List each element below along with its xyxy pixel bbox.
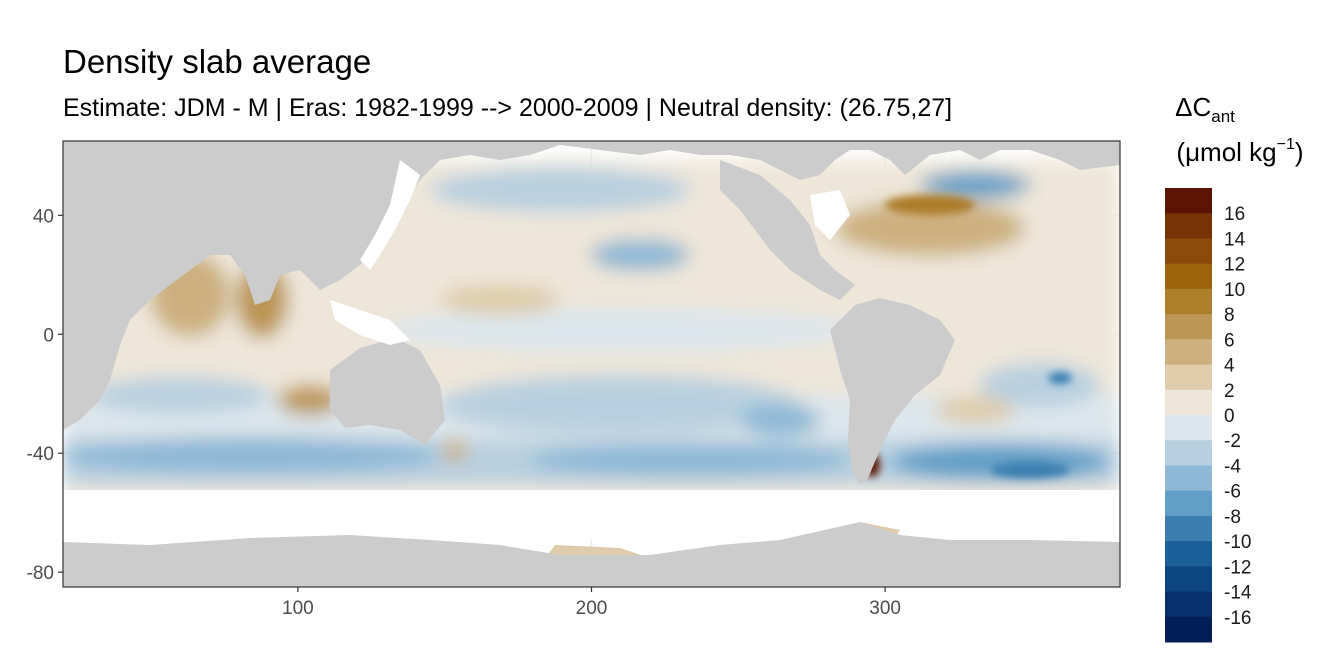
legend-break-label: 0 (1224, 406, 1235, 427)
legend-break-label: -4 (1224, 456, 1241, 477)
north-america-land (720, 160, 855, 300)
subpolar-atlantic-blue (920, 171, 1030, 199)
polar-data-gap (63, 490, 1120, 540)
x-axis: 100 200 300 (282, 587, 901, 619)
southern-indian-blue (63, 437, 440, 473)
legend-swatch (1165, 490, 1212, 517)
australia-land (330, 338, 445, 445)
legend-swatch (1165, 263, 1212, 290)
legend-swatch (1165, 314, 1212, 340)
legend-swatch (1165, 238, 1212, 265)
legend-unit-superscript: −1 (1277, 136, 1295, 153)
legend-swatch (1165, 515, 1212, 542)
legend-swatch (1165, 541, 1212, 567)
weddell-deep-blue (990, 462, 1070, 478)
pacific-south-blue (440, 375, 800, 435)
north-atlantic-west-gap (810, 190, 850, 240)
y-tick-label: 40 (33, 206, 54, 227)
pacific-equatorial-light (380, 308, 860, 352)
y-axis: 40 0 -40 -80 (27, 206, 63, 584)
legend-title: ΔCant (1175, 92, 1235, 126)
y-tick-label: 0 (43, 325, 54, 346)
legend-break-label: 6 (1224, 330, 1235, 351)
legend-swatch (1165, 188, 1212, 214)
north-pacific-blue (430, 168, 690, 212)
legend-labels: 16 14 12 10 8 6 4 2 0 -2 -4 -6 -8 -10 -12 -14 -16 (1224, 204, 1252, 629)
southern-pacific-blue (530, 444, 850, 476)
x-tick-label: 300 (869, 598, 901, 619)
legend-swatch (1165, 566, 1212, 593)
legend-title-main: ΔC (1175, 92, 1211, 122)
legend-break-label: 8 (1224, 305, 1235, 326)
legend-break-label: 10 (1224, 280, 1245, 301)
y-tick-label: -80 (27, 563, 54, 584)
north-atlantic-brown (835, 200, 1025, 256)
legend-swatch (1165, 288, 1212, 315)
legend-swatch (1165, 591, 1212, 618)
legend-swatch (1165, 465, 1212, 492)
indian-south-blue (90, 377, 270, 413)
y-tick-label: -40 (27, 444, 54, 465)
legend-break-label: -12 (1224, 557, 1251, 578)
legend-break-label: -10 (1224, 532, 1251, 553)
legend-title-subscript: ant (1211, 107, 1235, 126)
legend-break-label: -14 (1224, 583, 1252, 604)
legend-break-label: 16 (1224, 204, 1245, 225)
legend-unit: (μmol kg−1) (1176, 136, 1303, 167)
legend-break-label: 14 (1224, 229, 1246, 250)
north-atlantic-dark-brown (885, 195, 975, 215)
chart-subtitle: Estimate: JDM - M | Eras: 1982-1999 --> … (63, 94, 953, 122)
south-indian-brown (278, 385, 342, 415)
land-masses (63, 141, 1120, 587)
legend-unit-close: ) (1295, 137, 1304, 167)
pacific-south-deep-blue (740, 404, 820, 436)
sea-ice-edge (330, 160, 850, 345)
legend-swatch (1165, 389, 1212, 416)
legend-break-label: -6 (1224, 482, 1241, 503)
tasman-brown-spot (443, 438, 467, 462)
legend-swatch (1165, 440, 1212, 466)
north-pacific-central-blue (590, 239, 690, 271)
legend: ΔCant (μmol kg−1) 16 14 12 10 8 6 4 2 0 -2 -4 -6 -8 -… (1165, 92, 1304, 643)
legend-break-label: 2 (1224, 381, 1235, 402)
legend-swatch (1165, 415, 1212, 441)
legend-swatch (1165, 616, 1212, 643)
south-atlantic-deep-spot (1048, 372, 1072, 384)
x-tick-label: 100 (282, 598, 314, 619)
legend-unit-main: (μmol kg (1176, 137, 1276, 167)
pacific-beige-band (440, 285, 560, 315)
chart-title: Density slab average (63, 43, 372, 80)
legend-swatch (1165, 213, 1212, 239)
asian-margin-gap (360, 160, 420, 270)
map-panel (63, 141, 1120, 587)
x-tick-label: 200 (576, 598, 608, 619)
legend-break-label: 12 (1224, 255, 1245, 276)
legend-swatches (1165, 188, 1212, 643)
south-atlantic-beige (935, 396, 1015, 424)
south-america-land (830, 298, 955, 485)
indonesia-gap (330, 300, 410, 345)
legend-break-label: -8 (1224, 507, 1241, 528)
legend-break-label: -2 (1224, 431, 1241, 452)
legend-swatch (1165, 339, 1212, 366)
south-atlantic-blue (980, 363, 1100, 407)
legend-swatch (1165, 364, 1212, 391)
antarctica-land (63, 522, 1120, 587)
eurasia-africa-land (63, 141, 1120, 430)
legend-break-label: -16 (1224, 608, 1251, 629)
ocean-accents (864, 195, 1072, 478)
legend-break-label: 4 (1224, 356, 1235, 377)
